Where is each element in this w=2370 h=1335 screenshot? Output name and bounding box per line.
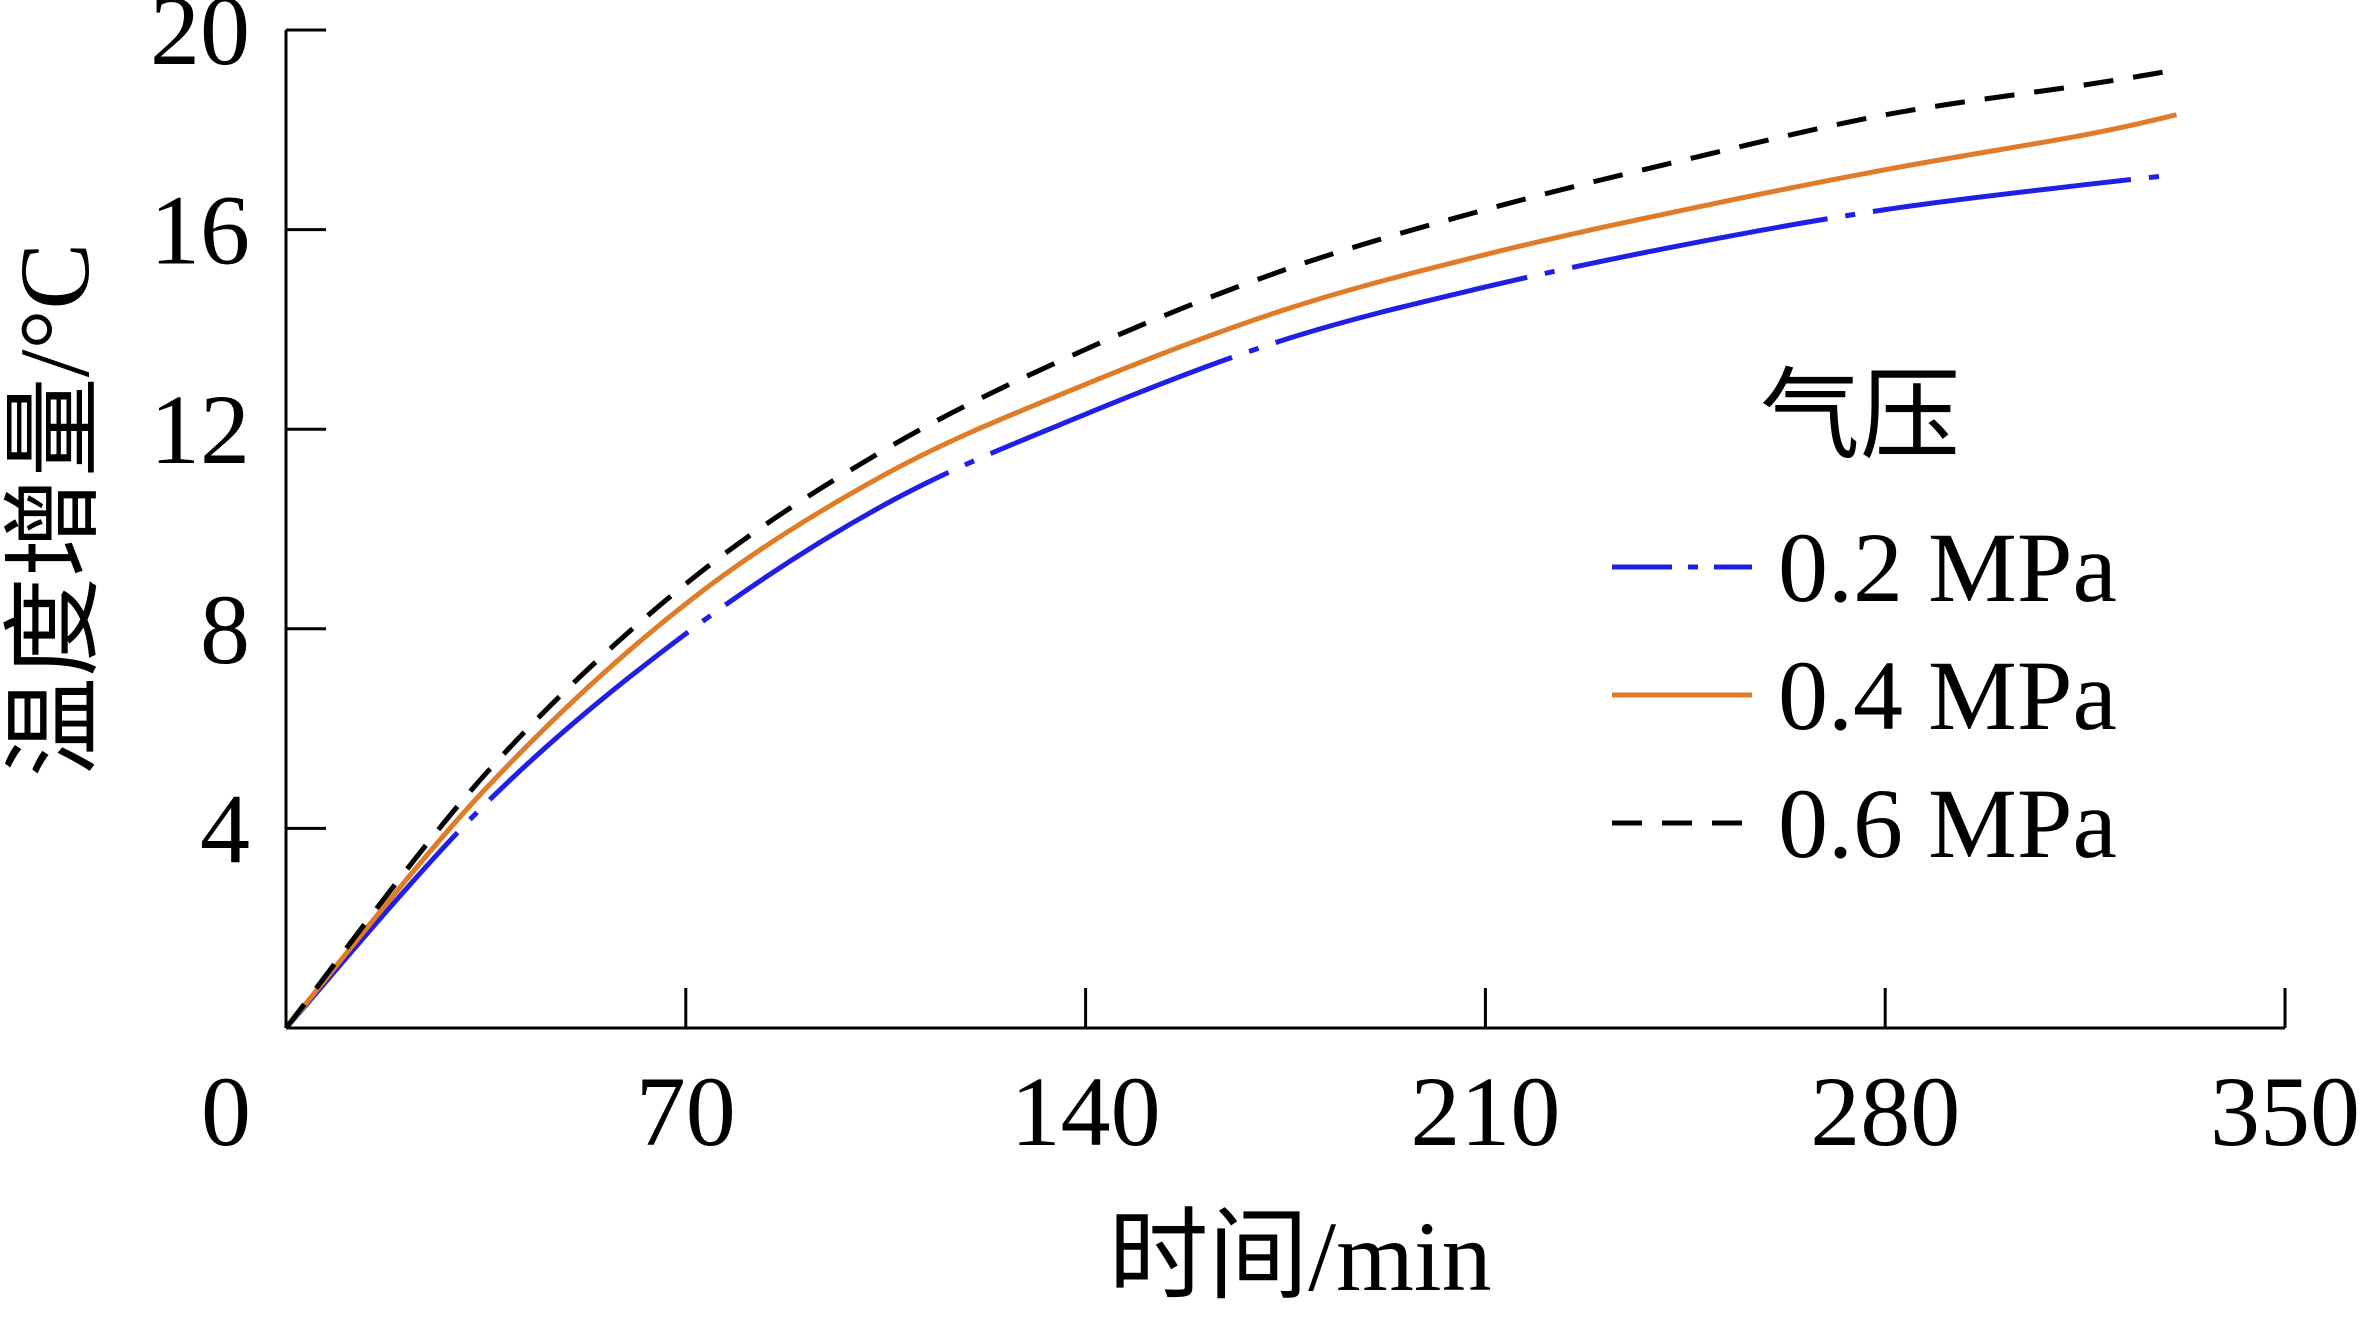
series-line-2 (284, 112, 2178, 1030)
y-axis-label: 温度增量/°C (0, 243, 110, 777)
legend-label: 0.4 MPa (1778, 640, 2117, 751)
x-tick-label: 210 (1410, 1056, 1560, 1167)
y-tick-label: 20 (150, 0, 250, 86)
x-tick-label: 350 (2210, 1056, 2360, 1167)
series-line-1 (284, 172, 2177, 1030)
x-tick-label: 70 (636, 1056, 736, 1167)
axes (284, 30, 2285, 1030)
legend-label: 0.2 MPa (1778, 512, 2117, 623)
x-tick-label: 140 (1011, 1056, 1161, 1167)
x-tick-label: 0 (201, 1056, 251, 1167)
y-tick-label: 8 (200, 574, 250, 685)
legend-label: 0.6 MPa (1778, 768, 2117, 879)
x-tick-label: 280 (1810, 1056, 1960, 1167)
legend: 气压 0.2 MPa 0.4 MPa 0.6 MPa (1612, 361, 2117, 879)
y-tick-label: 4 (200, 773, 250, 884)
x-axis-label: 时间/min (1108, 1201, 1491, 1312)
series-line-3 (284, 67, 2177, 1030)
y-tick-label: 16 (150, 175, 250, 286)
y-tick-label: 12 (150, 374, 250, 485)
legend-title: 气压 (1760, 361, 1960, 472)
